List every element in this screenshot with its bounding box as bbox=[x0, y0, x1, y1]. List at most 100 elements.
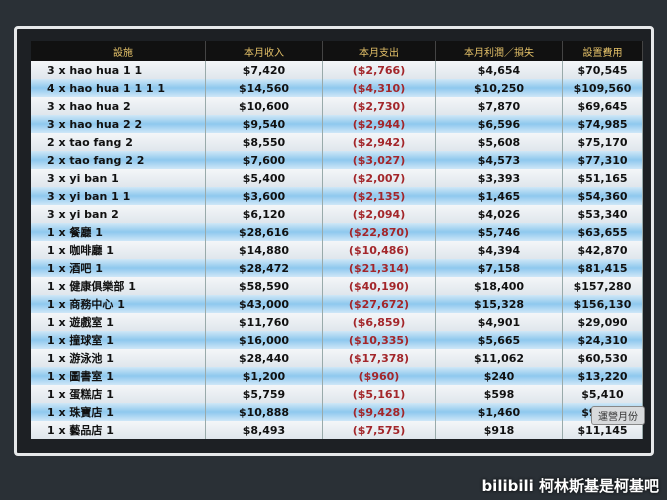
table-cell: ($10,335) bbox=[323, 331, 436, 349]
table-cell: ($10,486) bbox=[323, 241, 436, 259]
table-cell: 4 x hao hua 1 1 1 1 bbox=[31, 79, 206, 97]
table-cell: $156,130 bbox=[563, 295, 643, 313]
table-cell: 1 x 圖書室 1 bbox=[31, 367, 206, 385]
table-row: 1 x 珠寶店 1$10,888($9,428)$1,460$9,745 bbox=[31, 403, 643, 421]
table-row: 1 x 商務中心 1 $43,000 ($27,672) $15,328 $156,13… bbox=[31, 295, 643, 313]
table-cell: 1 x 酒吧 1 bbox=[31, 259, 206, 277]
table-row: 1 x 游泳池 1 $28,440 ($17,378) $11,062 $60,530 bbox=[31, 349, 643, 367]
table-cell: ($7,575) bbox=[323, 421, 436, 439]
table-cell: $42,870 bbox=[563, 241, 643, 259]
window: 設施 本月收入 本月支出 本月利潤／損失 設置費用 3 x hao hua 1 1 $7,4… bbox=[14, 26, 654, 456]
table-row: 3 x yi ban 2 $6,120 ($2,094) $4,026 $53,340 bbox=[31, 205, 643, 223]
table-cell: ($2,135) bbox=[323, 187, 436, 205]
table-cell: $6,596 bbox=[436, 115, 563, 133]
table-cell: $14,880 bbox=[206, 241, 323, 259]
table-cell: ($40,190) bbox=[323, 277, 436, 295]
table-row: 2 x tao fang 2 $8,550 ($2,942) $5,608 $75,17… bbox=[31, 133, 643, 151]
table-cell: $5,608 bbox=[436, 133, 563, 151]
table-row: 1 x 撞球室 1 $16,000 ($10,335) $5,665 $24,310 bbox=[31, 331, 643, 349]
table-cell: $9,540 bbox=[206, 115, 323, 133]
table-cell: $4,394 bbox=[436, 241, 563, 259]
table-cell: $15,328 bbox=[436, 295, 563, 313]
table-cell: $18,400 bbox=[436, 277, 563, 295]
finance-table: 設施 本月收入 本月支出 本月利潤／損失 設置費用 3 x hao hua 1 1 $7,4… bbox=[31, 41, 643, 439]
table-cell: 1 x 藝品店 1 bbox=[31, 421, 206, 439]
table-cell: $157,280 bbox=[563, 277, 643, 295]
watermark: bilibili 柯林斯基是柯基吧 bbox=[481, 477, 659, 495]
table-cell: $1,460 bbox=[436, 403, 563, 421]
table-row: 1 x 遊戲室 1 $11,760 ($6,859) $4,901 $29,090 bbox=[31, 313, 643, 331]
table-cell: $5,410 bbox=[563, 385, 643, 403]
table-cell: $4,901 bbox=[436, 313, 563, 331]
table-cell: $11,062 bbox=[436, 349, 563, 367]
header-cell: 本月支出 bbox=[323, 41, 436, 61]
table-row: 1 x 咖啡廳 1 $14,880 ($10,486) $4,394 $42,870 bbox=[31, 241, 643, 259]
header-cell: 本月利潤／損失 bbox=[436, 41, 563, 61]
table-cell: ($17,378) bbox=[323, 349, 436, 367]
table-cell: 3 x hao hua 2 2 bbox=[31, 115, 206, 133]
table-cell: 1 x 珠寶店 1 bbox=[31, 403, 206, 421]
table-cell: ($960) bbox=[323, 367, 436, 385]
table-cell: $10,888 bbox=[206, 403, 323, 421]
table-cell: ($27,672) bbox=[323, 295, 436, 313]
table-cell: $81,415 bbox=[563, 259, 643, 277]
table-cell: $75,170 bbox=[563, 133, 643, 151]
table-cell: 2 x tao fang 2 2 bbox=[31, 151, 206, 169]
table-cell: $63,655 bbox=[563, 223, 643, 241]
table-cell: $70,545 bbox=[563, 61, 643, 79]
table-row: 1 x 酒吧 1 $28,472 ($21,314) $7,158 $81,415 bbox=[31, 259, 643, 277]
table-cell: $29,090 bbox=[563, 313, 643, 331]
table-row: 3 x hao hua 2 $10,600 ($2,730) $7,870 $69,64… bbox=[31, 97, 643, 115]
table-row: 1 x 蛋糕店 1 $5,759 ($5,161) $598 $5,410 bbox=[31, 385, 643, 403]
table-row: 1 x 餐廳 1 $28,616 ($22,870) $5,746 $63,655 bbox=[31, 223, 643, 241]
table-row: 3 x hao hua 2 2 $9,540 ($2,944) $6,596 $74,9… bbox=[31, 115, 643, 133]
table-cell: $7,420 bbox=[206, 61, 323, 79]
table-cell: 1 x 健康俱樂部 1 bbox=[31, 277, 206, 295]
table-cell: 3 x yi ban 1 bbox=[31, 169, 206, 187]
table-cell: 1 x 蛋糕店 1 bbox=[31, 385, 206, 403]
table-cell: $4,654 bbox=[436, 61, 563, 79]
table-cell: ($22,870) bbox=[323, 223, 436, 241]
table-cell: $1,465 bbox=[436, 187, 563, 205]
table-cell: $28,472 bbox=[206, 259, 323, 277]
table-cell: 1 x 咖啡廳 1 bbox=[31, 241, 206, 259]
table-cell: $7,158 bbox=[436, 259, 563, 277]
table-cell: $16,000 bbox=[206, 331, 323, 349]
table-cell: $598 bbox=[436, 385, 563, 403]
month-button[interactable]: 運營月份 bbox=[591, 406, 645, 425]
table-cell: 1 x 撞球室 1 bbox=[31, 331, 206, 349]
header-cell: 本月收入 bbox=[206, 41, 323, 61]
table-cell: $1,200 bbox=[206, 367, 323, 385]
table-cell: $51,165 bbox=[563, 169, 643, 187]
table-cell: $54,360 bbox=[563, 187, 643, 205]
table-cell: $5,746 bbox=[436, 223, 563, 241]
table-cell: ($9,428) bbox=[323, 403, 436, 421]
table-cell: $7,600 bbox=[206, 151, 323, 169]
table-cell: $5,759 bbox=[206, 385, 323, 403]
table-cell: $43,000 bbox=[206, 295, 323, 313]
table-cell: 2 x tao fang 2 bbox=[31, 133, 206, 151]
table-row: 3 x hao hua 1 1 $7,420 ($2,766) $4,654 $70,5… bbox=[31, 61, 643, 79]
table-cell: ($2,944) bbox=[323, 115, 436, 133]
table-row: 2 x tao fang 2 2 $7,600 ($3,027) $4,573 $77,… bbox=[31, 151, 643, 169]
table-cell: 1 x 遊戲室 1 bbox=[31, 313, 206, 331]
table-row: 1 x 藝品店 1 $8,493 ($7,575) $918 $11,145 bbox=[31, 421, 643, 439]
table-cell: ($2,942) bbox=[323, 133, 436, 151]
table-cell: $24,310 bbox=[563, 331, 643, 349]
table-cell: $3,600 bbox=[206, 187, 323, 205]
table-cell: $3,393 bbox=[436, 169, 563, 187]
table-cell: $918 bbox=[436, 421, 563, 439]
table-cell: 3 x yi ban 1 1 bbox=[31, 187, 206, 205]
table-cell: 1 x 餐廳 1 bbox=[31, 223, 206, 241]
table-row: 3 x yi ban 1 1 $3,600 ($2,135) $1,465 $54,36… bbox=[31, 187, 643, 205]
table-cell: $6,120 bbox=[206, 205, 323, 223]
table-cell: $28,616 bbox=[206, 223, 323, 241]
header-cell: 設施 bbox=[31, 41, 206, 61]
table-cell: ($2,766) bbox=[323, 61, 436, 79]
table-row: 1 x 健康俱樂部 1 $58,590 ($40,190) $18,400 $157,2… bbox=[31, 277, 643, 295]
table-cell: $4,573 bbox=[436, 151, 563, 169]
table-cell: 3 x hao hua 2 bbox=[31, 97, 206, 115]
table-cell: $5,665 bbox=[436, 331, 563, 349]
table-row: 3 x yi ban 1 $5,400 ($2,007) $3,393 $51,165 bbox=[31, 169, 643, 187]
table-cell: $10,250 bbox=[436, 79, 563, 97]
